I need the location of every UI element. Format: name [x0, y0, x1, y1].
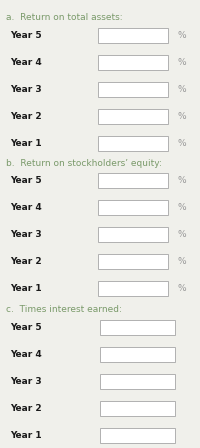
Text: %: %: [177, 85, 186, 94]
Text: Year 2: Year 2: [10, 404, 42, 413]
Text: Year 4: Year 4: [10, 350, 42, 359]
Text: %: %: [177, 230, 186, 239]
Text: a.  Return on total assets:: a. Return on total assets:: [6, 13, 123, 22]
Bar: [98, 281, 168, 296]
Bar: [98, 136, 168, 151]
Bar: [100, 374, 175, 389]
Bar: [98, 82, 168, 97]
Text: %: %: [177, 203, 186, 212]
Text: %: %: [177, 257, 186, 266]
Text: Year 5: Year 5: [10, 176, 42, 185]
Bar: [98, 254, 168, 269]
Bar: [98, 55, 168, 70]
Text: %: %: [177, 31, 186, 40]
Bar: [100, 347, 175, 362]
Text: Year 1: Year 1: [10, 431, 42, 440]
Bar: [100, 320, 175, 335]
Text: Year 1: Year 1: [10, 284, 42, 293]
Text: Year 2: Year 2: [10, 112, 42, 121]
Bar: [98, 173, 168, 188]
Bar: [100, 401, 175, 416]
Bar: [100, 428, 175, 443]
Text: %: %: [177, 176, 186, 185]
Text: c.  Times interest earned:: c. Times interest earned:: [6, 306, 122, 314]
Text: %: %: [177, 284, 186, 293]
Text: Year 5: Year 5: [10, 31, 42, 40]
Text: Year 2: Year 2: [10, 257, 42, 266]
Bar: [98, 109, 168, 124]
Bar: [98, 200, 168, 215]
Text: b.  Return on stockholders’ equity:: b. Return on stockholders’ equity:: [6, 159, 162, 168]
Bar: [98, 28, 168, 43]
Text: %: %: [177, 139, 186, 148]
Text: Year 1: Year 1: [10, 139, 42, 148]
Text: Year 5: Year 5: [10, 323, 42, 332]
Text: Year 3: Year 3: [10, 85, 42, 94]
Text: %: %: [177, 112, 186, 121]
Bar: [98, 227, 168, 242]
Text: %: %: [177, 58, 186, 67]
Text: Year 4: Year 4: [10, 203, 42, 212]
Text: Year 3: Year 3: [10, 377, 42, 386]
Text: Year 4: Year 4: [10, 58, 42, 67]
Text: Year 3: Year 3: [10, 230, 42, 239]
